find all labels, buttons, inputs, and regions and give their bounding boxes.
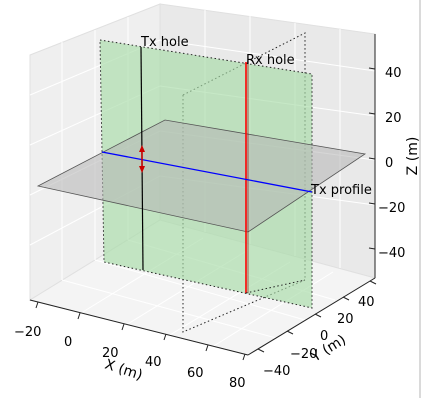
x-tick bbox=[35, 301, 39, 309]
x-tick bbox=[77, 312, 81, 320]
y-tick bbox=[314, 313, 322, 318]
z-tick-label: −40 bbox=[378, 246, 405, 261]
grid-line bbox=[159, 39, 376, 72]
axis-lines bbox=[29, 34, 376, 356]
y-tick-label: 40 bbox=[358, 295, 375, 310]
x-tick-label: −20 bbox=[14, 325, 41, 340]
y-axis-title: Y (m) bbox=[308, 332, 349, 366]
annotation-tx-hole: Tx hole bbox=[140, 35, 189, 50]
z-tick bbox=[368, 112, 376, 115]
y-tick bbox=[286, 330, 294, 335]
x-tick bbox=[163, 333, 167, 341]
z-tick-label: 0 bbox=[385, 156, 393, 171]
z-tick-label: 40 bbox=[385, 66, 402, 81]
window-edge-divider bbox=[419, 0, 421, 398]
grid-line bbox=[61, 279, 277, 339]
y-tick bbox=[342, 296, 350, 301]
z-tick bbox=[368, 247, 376, 250]
horizontal-plane bbox=[36, 119, 367, 233]
annotation-tx-profile: Tx profile bbox=[310, 183, 372, 198]
y-tick-label: −20 bbox=[290, 347, 317, 362]
x-tick bbox=[242, 353, 246, 361]
grid-line bbox=[94, 259, 306, 321]
y-axis-line bbox=[247, 277, 376, 356]
x-tick bbox=[121, 323, 125, 331]
x-tick-label: 0 bbox=[64, 335, 72, 350]
x-tick-label: 80 bbox=[229, 376, 246, 391]
y-tick-label: 20 bbox=[337, 312, 354, 327]
z-tick bbox=[368, 157, 376, 160]
y-tick-label: −40 bbox=[263, 364, 290, 379]
y-tick bbox=[369, 280, 377, 285]
x-tick-label: 40 bbox=[145, 355, 162, 370]
z-tick bbox=[368, 202, 376, 205]
z-tick bbox=[368, 67, 376, 70]
x-axis-line bbox=[29, 299, 249, 356]
z-axis-title: Z (m) bbox=[405, 137, 421, 176]
y-tick-label: 0 bbox=[320, 329, 328, 344]
x-tick-label: 60 bbox=[187, 366, 204, 381]
axis-ticks bbox=[35, 67, 377, 361]
tx-source-markers bbox=[139, 145, 145, 173]
x-tick-label: 20 bbox=[102, 346, 119, 361]
x-tick bbox=[205, 344, 209, 352]
x-axis-title: X (m) bbox=[103, 357, 145, 384]
z-tick-label: 20 bbox=[385, 111, 402, 126]
source-marker-up bbox=[139, 145, 145, 152]
y-tick bbox=[257, 348, 265, 353]
annotation-rx-hole: Rx hole bbox=[246, 53, 295, 68]
tx-profile-line bbox=[101, 151, 313, 193]
source-marker-down bbox=[139, 166, 145, 173]
z-tick-label: −20 bbox=[378, 201, 405, 216]
